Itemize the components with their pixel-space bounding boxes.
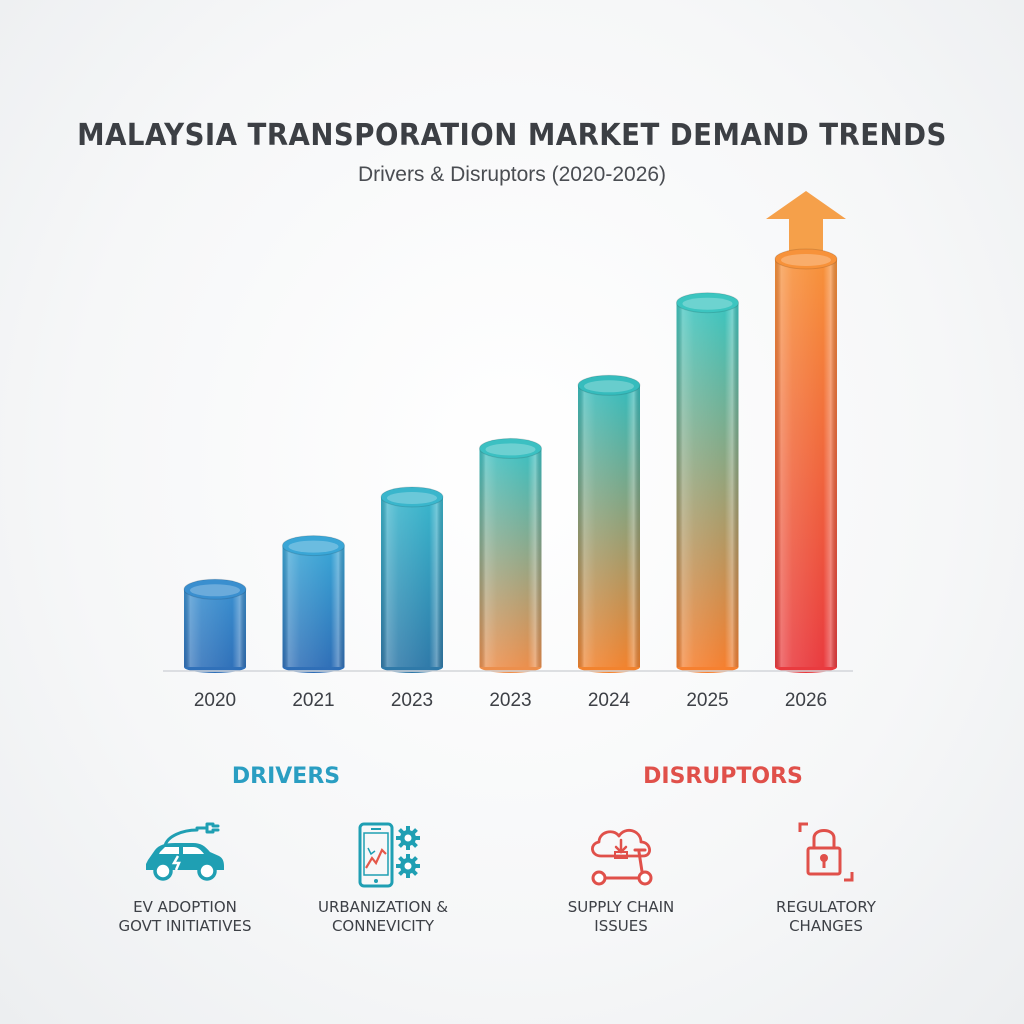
disruptor-label: REGULATORY CHANGES bbox=[726, 898, 926, 936]
bar-shine bbox=[578, 385, 640, 667]
label-line: CONNEVICITY bbox=[331, 917, 435, 935]
bar-cap-highlight bbox=[682, 297, 733, 310]
bar-2023 bbox=[479, 437, 542, 673]
bar-cap-highlight bbox=[288, 540, 339, 553]
label-line: GOVT INITIATIVES bbox=[118, 917, 252, 935]
bar-shine bbox=[479, 448, 542, 667]
bar-cap-highlight bbox=[485, 443, 536, 456]
disruptor-supply-chain: SUPPLY CHAIN ISSUES bbox=[521, 818, 721, 936]
bar-2024 bbox=[577, 374, 641, 673]
bar-cap bbox=[577, 374, 641, 396]
bar-cap bbox=[380, 486, 444, 508]
trend-up-arrow-icon bbox=[766, 191, 846, 267]
smartphone-gears-icon bbox=[358, 822, 420, 888]
label-line: ISSUES bbox=[594, 917, 648, 935]
bar-cap bbox=[774, 248, 838, 270]
label-line: REGULATORY bbox=[776, 898, 876, 916]
x-tick-label: 2023 bbox=[489, 690, 531, 711]
bar-cap-highlight bbox=[781, 254, 831, 266]
disruptor-regulatory: REGULATORY CHANGES bbox=[726, 818, 926, 936]
label-line: EV ADOPTION bbox=[133, 898, 237, 916]
bar-cap-highlight bbox=[387, 492, 437, 504]
label-line: CHANGES bbox=[789, 917, 863, 935]
cloud-scooter-icon bbox=[591, 828, 653, 886]
x-tick-label: 2024 bbox=[588, 690, 631, 711]
disruptors-heading: DISRUPTORS bbox=[623, 764, 823, 789]
x-tick-label: 2025 bbox=[686, 690, 728, 711]
bar-2020 bbox=[183, 578, 247, 673]
driver-label: URBANIZATION & CONNEVICITY bbox=[283, 898, 483, 936]
chart-subtitle: Drivers & Disruptors (2020-2026) bbox=[357, 163, 667, 186]
bar-shine bbox=[676, 302, 739, 667]
x-tick-label: 2020 bbox=[194, 690, 236, 711]
x-tick-label: 2021 bbox=[292, 690, 334, 711]
bar-cap-highlight bbox=[190, 584, 240, 597]
bar-cap-highlight bbox=[584, 380, 634, 393]
x-tick-label: 2023 bbox=[391, 690, 433, 711]
padlock-icon bbox=[798, 822, 854, 882]
bar-shine bbox=[381, 497, 443, 667]
bar-2023 bbox=[380, 486, 444, 673]
label-line: URBANIZATION & bbox=[317, 898, 449, 916]
x-tick-label: 2026 bbox=[785, 690, 827, 711]
electric-car-icon bbox=[146, 822, 224, 881]
bar-2021 bbox=[282, 535, 345, 673]
bar-shine bbox=[184, 589, 246, 667]
bar-chart: 2020 2021 2023 2023 2024 2025 2026 bbox=[163, 191, 853, 711]
bar-shine bbox=[775, 259, 837, 667]
driver-ev-adoption: EV ADOPTION GOVT INITIATIVES bbox=[85, 818, 285, 936]
driver-urbanization: URBANIZATION & CONNEVICITY bbox=[283, 818, 483, 936]
bar-cap bbox=[676, 292, 739, 314]
bar-cap bbox=[183, 578, 247, 600]
drivers-heading: DRIVERS bbox=[186, 764, 386, 789]
drivers-heading-text: DRIVERS bbox=[231, 764, 341, 789]
bar-cap bbox=[282, 535, 345, 557]
bar-2026 bbox=[774, 248, 838, 673]
disruptors-heading-text: DISRUPTORS bbox=[643, 764, 803, 789]
driver-label: EV ADOPTION GOVT INITIATIVES bbox=[85, 898, 285, 936]
disruptor-label: SUPPLY CHAIN ISSUES bbox=[521, 898, 721, 936]
label-line: SUPPLY CHAIN bbox=[567, 898, 675, 916]
bar-cap bbox=[479, 437, 542, 459]
bar-2025 bbox=[676, 292, 739, 673]
chart-title: MALAYSIA TRANSPORATION MARKET DEMAND TRE… bbox=[77, 118, 947, 153]
bar-shine bbox=[282, 545, 345, 667]
